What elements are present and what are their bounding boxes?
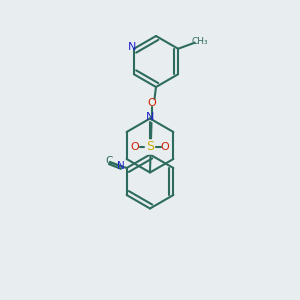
Text: N: N: [146, 112, 154, 122]
Text: C: C: [105, 156, 112, 166]
Text: N: N: [117, 161, 125, 171]
Text: N: N: [128, 42, 136, 52]
Text: O: O: [130, 142, 140, 152]
Text: O: O: [160, 142, 169, 152]
Text: S: S: [146, 140, 154, 154]
Text: O: O: [147, 98, 156, 109]
Text: CH₃: CH₃: [191, 37, 208, 46]
